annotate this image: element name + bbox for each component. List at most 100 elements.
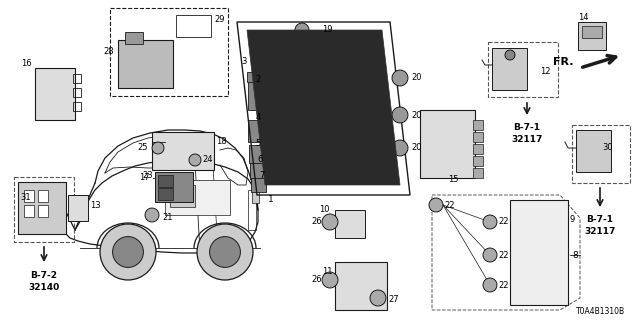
Bar [24,205,34,217]
Text: B-7-2: B-7-2 [31,270,58,279]
Bar [73,102,81,111]
Bar [362,100,373,120]
Circle shape [210,236,241,268]
Bar [335,262,387,310]
Bar [35,68,75,120]
Bar [473,168,483,178]
Text: 22: 22 [444,201,454,210]
Bar [247,72,265,82]
Bar [348,100,370,120]
Bar [252,178,259,203]
Bar [351,72,362,92]
Text: 16: 16 [21,60,32,68]
Text: 20: 20 [411,74,422,83]
Text: 20: 20 [411,143,422,153]
Text: 1: 1 [268,196,274,204]
Bar [351,72,373,92]
Bar [73,88,81,97]
Bar [320,100,342,120]
Bar [342,155,364,175]
Text: 8: 8 [572,251,578,260]
Text: 9: 9 [570,215,575,225]
Bar [510,200,568,305]
Text: 26: 26 [312,218,322,227]
Bar [578,22,606,50]
Text: 14: 14 [578,13,589,22]
Bar [317,128,339,148]
Bar [24,190,34,202]
Text: 19: 19 [322,26,333,35]
Circle shape [392,70,408,86]
Text: 29: 29 [214,15,225,25]
Bar [473,156,483,166]
Circle shape [429,198,443,212]
Circle shape [505,50,515,60]
Text: FR.: FR. [554,57,574,67]
Bar [340,45,351,65]
Text: 25: 25 [138,143,148,153]
Bar [335,210,365,238]
Circle shape [392,107,408,123]
Bar [73,74,81,83]
Bar [314,155,336,175]
Bar [368,45,379,65]
Bar [14,177,74,242]
Text: 27: 27 [388,295,399,305]
Bar [576,130,611,172]
Text: 24: 24 [202,156,212,164]
Circle shape [113,236,143,268]
Bar [158,175,173,187]
Bar [248,82,270,110]
Text: 22: 22 [498,251,509,260]
Circle shape [152,142,164,154]
Text: 10: 10 [319,205,330,214]
Bar [473,120,483,130]
Bar [258,155,280,175]
Text: 5: 5 [255,139,260,148]
Text: 32140: 32140 [28,284,60,292]
Text: 13: 13 [90,201,100,210]
Bar [420,110,475,178]
Bar [488,42,558,97]
Bar [267,72,289,92]
Text: 31: 31 [20,194,31,203]
Bar [473,132,483,142]
Text: 23: 23 [142,171,153,180]
Polygon shape [247,30,400,185]
Bar [165,180,230,215]
Circle shape [392,140,408,156]
Bar [38,205,48,217]
Circle shape [197,224,253,280]
Circle shape [370,290,386,306]
Text: 4: 4 [255,114,260,123]
Text: B-7-1: B-7-1 [513,124,541,132]
Bar [323,72,345,92]
Text: 32117: 32117 [511,135,543,145]
Bar [18,182,66,234]
Text: 32117: 32117 [584,228,616,236]
Bar [572,125,630,183]
Text: 30: 30 [602,143,612,153]
Text: 26: 26 [312,276,322,284]
Bar [345,128,367,148]
Text: 17: 17 [140,173,150,182]
Bar [158,188,173,200]
Bar [248,120,268,142]
Bar [248,190,256,230]
Text: 21: 21 [162,213,173,222]
Bar [354,45,376,65]
Text: 11: 11 [323,268,333,276]
Text: 6: 6 [257,156,262,164]
Text: 3: 3 [241,58,246,67]
Bar [492,48,527,90]
Circle shape [483,215,497,229]
Circle shape [483,248,497,262]
Bar [155,172,193,202]
Text: 22: 22 [498,281,509,290]
Text: 22: 22 [498,218,509,227]
Bar [473,144,483,154]
Circle shape [145,208,159,222]
Bar [582,26,602,38]
Circle shape [322,272,338,288]
Bar [261,128,283,148]
